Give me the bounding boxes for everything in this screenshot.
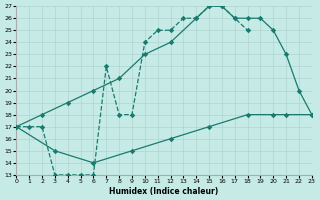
X-axis label: Humidex (Indice chaleur): Humidex (Indice chaleur) xyxy=(109,187,219,196)
